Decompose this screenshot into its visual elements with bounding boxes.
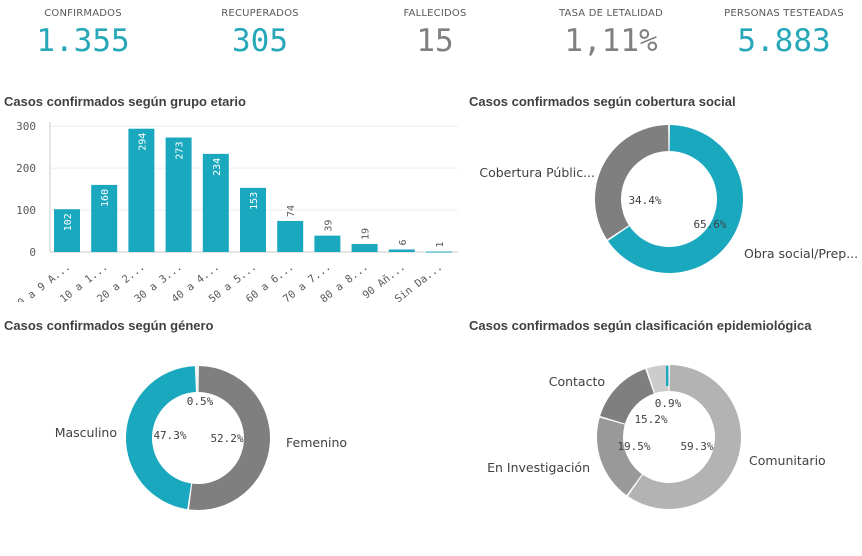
- slice-percent-label: 65.6%: [693, 218, 726, 231]
- kpi-value: 1,11%: [564, 23, 658, 59]
- bar-value-label: 1: [435, 242, 446, 248]
- bar[interactable]: [202, 153, 229, 252]
- slice-category-label: Femenino: [286, 435, 347, 450]
- slice-category-label: Comunitario: [749, 453, 826, 468]
- bar[interactable]: [388, 249, 415, 252]
- kpi-label: RECUPERADOS: [221, 8, 299, 19]
- slice-percent-label: 59.3%: [680, 440, 713, 453]
- kpi-label: TASA DE LETALIDAD: [559, 8, 663, 19]
- slice-category-label: Masculino: [55, 425, 117, 440]
- donut-slice-highlight[interactable]: [666, 366, 669, 386]
- bar[interactable]: [314, 235, 341, 252]
- slice-percent-label: 0.9%: [655, 397, 682, 410]
- donut-slice[interactable]: [196, 366, 198, 393]
- slice-category-label: Cobertura Públic...: [479, 165, 595, 180]
- bar-value-label: 6: [398, 239, 409, 245]
- y-tick-label: 200: [16, 162, 36, 175]
- y-tick-label: 300: [16, 120, 36, 133]
- slice-percent-label: 19.5%: [617, 440, 650, 453]
- kpi-value: 15: [416, 23, 454, 59]
- kpi-personas-testeadas: PERSONAS TESTEADAS 5.883: [698, 8, 862, 59]
- slice-category-label: Contacto: [549, 374, 605, 389]
- gender-chart-title: Casos confirmados según género: [4, 318, 214, 333]
- slice-category-label: En Investigación: [487, 460, 590, 475]
- donut-slice[interactable]: [600, 369, 654, 424]
- donut-slice[interactable]: [627, 365, 741, 509]
- kpi-value: 5.883: [737, 23, 831, 59]
- bar-value-label: 153: [249, 192, 260, 210]
- kpi-tasa-letalidad: TASA DE LETALIDAD 1,11%: [525, 8, 697, 59]
- bar-value-label: 160: [100, 189, 111, 207]
- slice-category-label: Obra social/Prep...: [744, 246, 858, 261]
- donut-slice[interactable]: [126, 366, 197, 510]
- coverage-chart-title: Casos confirmados según cobertura social: [469, 94, 736, 109]
- bar-value-label: 294: [137, 133, 148, 151]
- bar[interactable]: [277, 220, 304, 252]
- coverage-donut-chart: 65.6% 34.4% Obra social/Prep... Cobertura P…: [479, 125, 858, 273]
- bar[interactable]: [426, 251, 452, 253]
- kpi-label: FALLECIDOS: [403, 8, 467, 19]
- kpi-label: CONFIRMADOS: [44, 8, 122, 19]
- epi-donut-chart: 59.3% 19.5% 15.2% 0.9% Comunitario En Investi…: [487, 365, 826, 509]
- kpi-confirmados: CONFIRMADOS 1.355: [0, 8, 169, 59]
- age-chart-title: Casos confirmados según grupo etario: [4, 94, 246, 109]
- bar[interactable]: [165, 137, 192, 252]
- slice-percent-label: 15.2%: [634, 413, 667, 426]
- kpi-fallecidos: FALLECIDOS 15: [349, 8, 521, 59]
- kpi-recuperados: RECUPERADOS 305: [174, 8, 346, 59]
- y-tick-label: 0: [29, 246, 36, 259]
- slice-percent-label: 52.2%: [210, 432, 243, 445]
- slice-percent-label: 47.3%: [153, 429, 186, 442]
- bar[interactable]: [54, 209, 80, 252]
- slice-percent-label: 0.5%: [187, 395, 214, 408]
- bar-value-label: 19: [361, 228, 372, 240]
- gender-donut-chart: 52.2% 47.3% 0.5% Femenino Masculino: [55, 366, 347, 510]
- donut-slice[interactable]: [595, 125, 669, 240]
- bar-value-label: 39: [323, 220, 334, 232]
- bar-value-label: 273: [175, 142, 186, 160]
- kpi-label: PERSONAS TESTEADAS: [724, 8, 844, 19]
- donut-slice[interactable]: [188, 366, 270, 510]
- bar[interactable]: [128, 128, 155, 252]
- kpi-value: 1.355: [36, 23, 130, 59]
- bar-value-label: 234: [212, 158, 223, 176]
- donut-slice[interactable]: [608, 125, 743, 273]
- bar-value-label: 74: [286, 205, 297, 217]
- slice-percent-label: 34.4%: [628, 194, 661, 207]
- bar-value-label: 102: [63, 213, 74, 231]
- donut-slice[interactable]: [597, 417, 642, 496]
- y-tick-label: 100: [16, 204, 36, 217]
- bar[interactable]: [240, 187, 266, 252]
- bar[interactable]: [91, 184, 118, 252]
- donut-slice[interactable]: [646, 365, 669, 394]
- epi-chart-title: Casos confirmados según clasificación ep…: [469, 318, 812, 333]
- kpi-value: 305: [232, 23, 288, 59]
- bar[interactable]: [351, 244, 378, 252]
